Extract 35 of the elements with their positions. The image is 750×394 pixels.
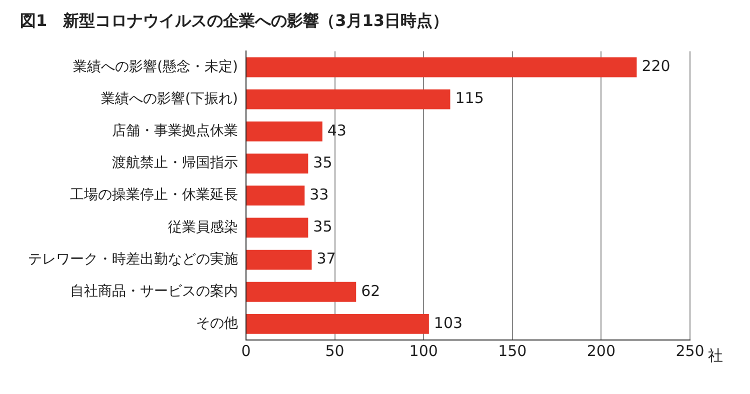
chart-title: 図1 新型コロナウイルスの企業への影響（3月13日時点）	[20, 10, 449, 30]
data-label: 33	[310, 185, 329, 204]
data-label: 115	[455, 89, 484, 108]
y-tick-label: 渡航禁止・帰国指示	[112, 155, 238, 172]
x-tick-label: 150	[498, 342, 527, 360]
x-tick-label: 200	[586, 342, 616, 360]
data-label: 220	[642, 57, 670, 76]
bar	[246, 89, 450, 110]
data-label: 103	[434, 314, 463, 332]
data-label: 35	[313, 218, 332, 236]
bar	[246, 314, 429, 334]
x-tick-label: 100	[409, 342, 438, 360]
y-tick-label: 業績への影響(下振れ)	[101, 90, 238, 107]
y-tick-label: 業績への影響(懸念・未定)	[73, 58, 238, 75]
x-tick-label: 250	[676, 342, 704, 360]
data-label: 62	[361, 282, 380, 300]
bar	[246, 250, 312, 270]
x-tick-label: 0	[241, 342, 251, 360]
bar	[246, 121, 322, 142]
bar	[246, 154, 308, 174]
bar	[246, 57, 637, 78]
y-tick-label: 店舗・事業拠点休業	[112, 123, 238, 140]
y-tick-label: 工場の操業停止・休業延長	[70, 187, 238, 204]
x-tick-label: 50	[325, 342, 344, 360]
bar	[246, 218, 308, 238]
y-tick-label: その他	[196, 316, 238, 332]
y-tick-label: テレワーク・時差出勤などの実施	[28, 251, 238, 268]
data-label: 43	[327, 121, 346, 140]
y-tick-label: 従業員感染	[168, 219, 238, 236]
data-label: 37	[316, 250, 336, 268]
x-axis-title: 社	[708, 346, 723, 364]
data-label: 35	[313, 153, 332, 172]
bar	[246, 282, 356, 302]
y-tick-label: 自社商品・サービスの案内	[70, 282, 238, 300]
bar	[246, 186, 305, 206]
